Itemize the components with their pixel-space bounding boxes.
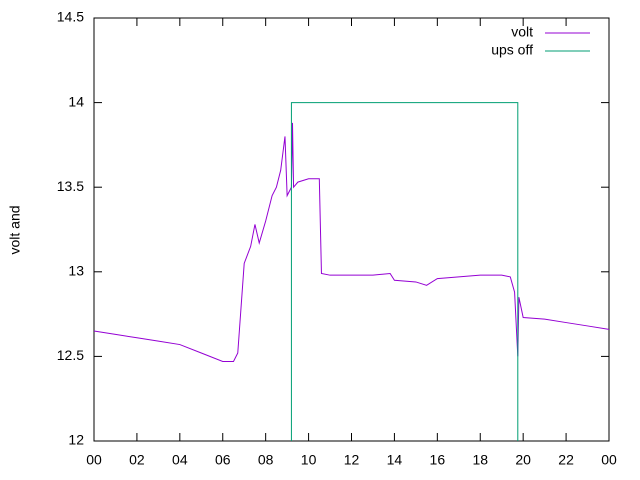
x-tick-label: 02 bbox=[129, 452, 145, 468]
series-line bbox=[290, 102, 519, 441]
x-tick-label: 22 bbox=[558, 452, 574, 468]
y-tick-label: 14 bbox=[68, 93, 84, 109]
x-tick-label: 00 bbox=[86, 452, 102, 468]
y-axis-label: volt and bbox=[7, 205, 23, 254]
y-tick-label: 13.5 bbox=[57, 178, 84, 194]
x-tick-label: 08 bbox=[258, 452, 274, 468]
plot-frame bbox=[93, 17, 610, 442]
x-tick-label: 18 bbox=[472, 452, 488, 468]
x-tick-label: 12 bbox=[344, 452, 360, 468]
x-tick-label: 00 bbox=[601, 452, 617, 468]
y-tick-label: 13 bbox=[68, 263, 84, 279]
x-tick-label: 20 bbox=[515, 452, 531, 468]
y-tick-label: 12 bbox=[68, 432, 84, 448]
legend-label: volt bbox=[511, 24, 533, 40]
y-tick-label: 14.5 bbox=[57, 9, 84, 25]
x-tick-label: 16 bbox=[430, 452, 446, 468]
x-tick-label: 06 bbox=[215, 452, 231, 468]
x-tick-label: 04 bbox=[172, 452, 188, 468]
y-tick-label: 12.5 bbox=[57, 347, 84, 363]
legend-label: ups off bbox=[491, 42, 533, 58]
x-tick-label: 10 bbox=[301, 452, 317, 468]
x-tick-label: 14 bbox=[387, 452, 403, 468]
series-line bbox=[93, 122, 610, 362]
